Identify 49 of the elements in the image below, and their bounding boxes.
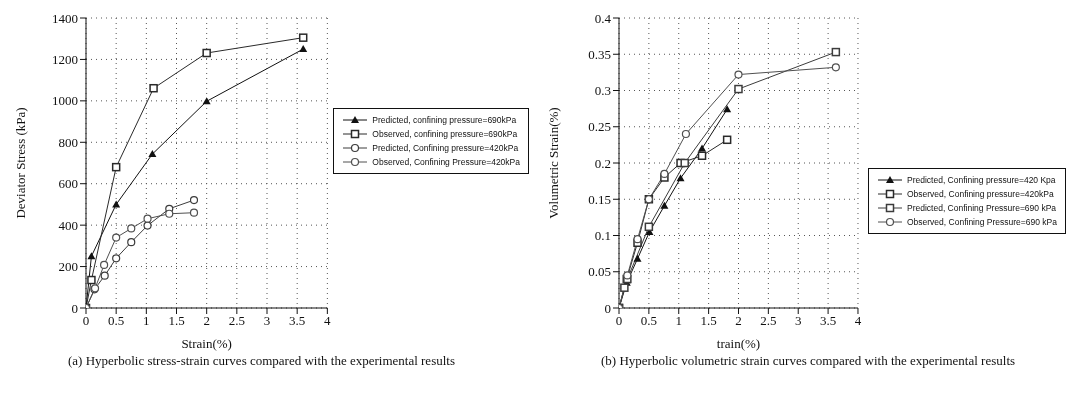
y-tick-label: 1000 bbox=[52, 93, 78, 109]
y-tick-label: 0.25 bbox=[588, 119, 611, 135]
x-tick-label: 0 bbox=[615, 313, 623, 329]
x-tick-label: 3.5 bbox=[289, 313, 306, 329]
y-tick-label: 0.35 bbox=[588, 46, 611, 62]
y-tick-label: 0.3 bbox=[594, 83, 611, 99]
x-tick-label: 3.5 bbox=[819, 313, 837, 329]
legend-label: Observed, Confining Pressure=420kPa bbox=[372, 156, 520, 169]
y-tick-label: 200 bbox=[58, 259, 78, 275]
x-tick-label: 2.5 bbox=[228, 313, 245, 329]
x-tick-label: 2 bbox=[735, 313, 742, 329]
y-tick-label: 1200 bbox=[52, 52, 78, 68]
x-axis-title: train(%) bbox=[716, 336, 761, 351]
text: (a) Hyperbolic stress-strain curves compared with the experimental results bbox=[67, 353, 456, 368]
x-tick-label: 3 bbox=[263, 313, 271, 329]
x-tick-label: 0.5 bbox=[108, 313, 125, 329]
legend-label: Predicted, Confining pressure=420kPa bbox=[372, 142, 519, 155]
x-tick-label: 0 bbox=[82, 313, 90, 329]
x-tick-label: 1.5 bbox=[700, 313, 717, 329]
x-tick-label: 4 bbox=[324, 313, 332, 329]
y-tick-label: 1400 bbox=[52, 10, 78, 26]
x-tick-label: 2 bbox=[203, 313, 210, 329]
y-axis-title: Deviator Stress (kPa) bbox=[12, 107, 28, 219]
x-tick-label: 1 bbox=[675, 313, 682, 329]
legend-label: Predicted, Confining Pressure=690 kPa bbox=[906, 202, 1057, 215]
legend-label: Observed, Confining Pressure=690 kPa bbox=[906, 216, 1057, 229]
y-tick-label: 0.05 bbox=[588, 264, 611, 280]
legend-label: Observed, Confining pressure=420kPa bbox=[906, 188, 1054, 201]
y-tick-label: 400 bbox=[58, 217, 78, 233]
y-tick-label: 0.1 bbox=[594, 228, 611, 244]
legend-label: Predicted, Confining pressure=420 Kpa bbox=[906, 174, 1056, 187]
y-tick-label: 0.15 bbox=[588, 191, 611, 207]
y-tick-label: 0 bbox=[604, 300, 611, 316]
x-tick-label: 1 bbox=[143, 313, 150, 329]
x-tick-label: 4 bbox=[854, 313, 862, 329]
y-tick-label: 0.4 bbox=[594, 10, 612, 26]
y-tick-label: 600 bbox=[58, 176, 78, 192]
x-tick-label: 3 bbox=[794, 313, 802, 329]
x-tick-label: 2.5 bbox=[760, 313, 777, 329]
y-tick-label: 0 bbox=[71, 300, 78, 316]
x-tick-label: 0.5 bbox=[640, 313, 657, 329]
x-axis-title: Strain(%) bbox=[181, 336, 232, 351]
y-tick-label: 800 bbox=[58, 134, 78, 150]
text: (b) Hyperbolic volumetric strain curves compared with the experimental results bbox=[600, 353, 1017, 368]
y-tick-label: 0.2 bbox=[594, 155, 611, 171]
legend-label: Observed, confining pressure=690kPa bbox=[372, 128, 518, 141]
x-tick-label: 1.5 bbox=[168, 313, 185, 329]
legend-label: Predicted, confining pressure=690kPa bbox=[372, 114, 517, 127]
y-axis-title: Volumetric Strain(%) bbox=[545, 107, 561, 219]
